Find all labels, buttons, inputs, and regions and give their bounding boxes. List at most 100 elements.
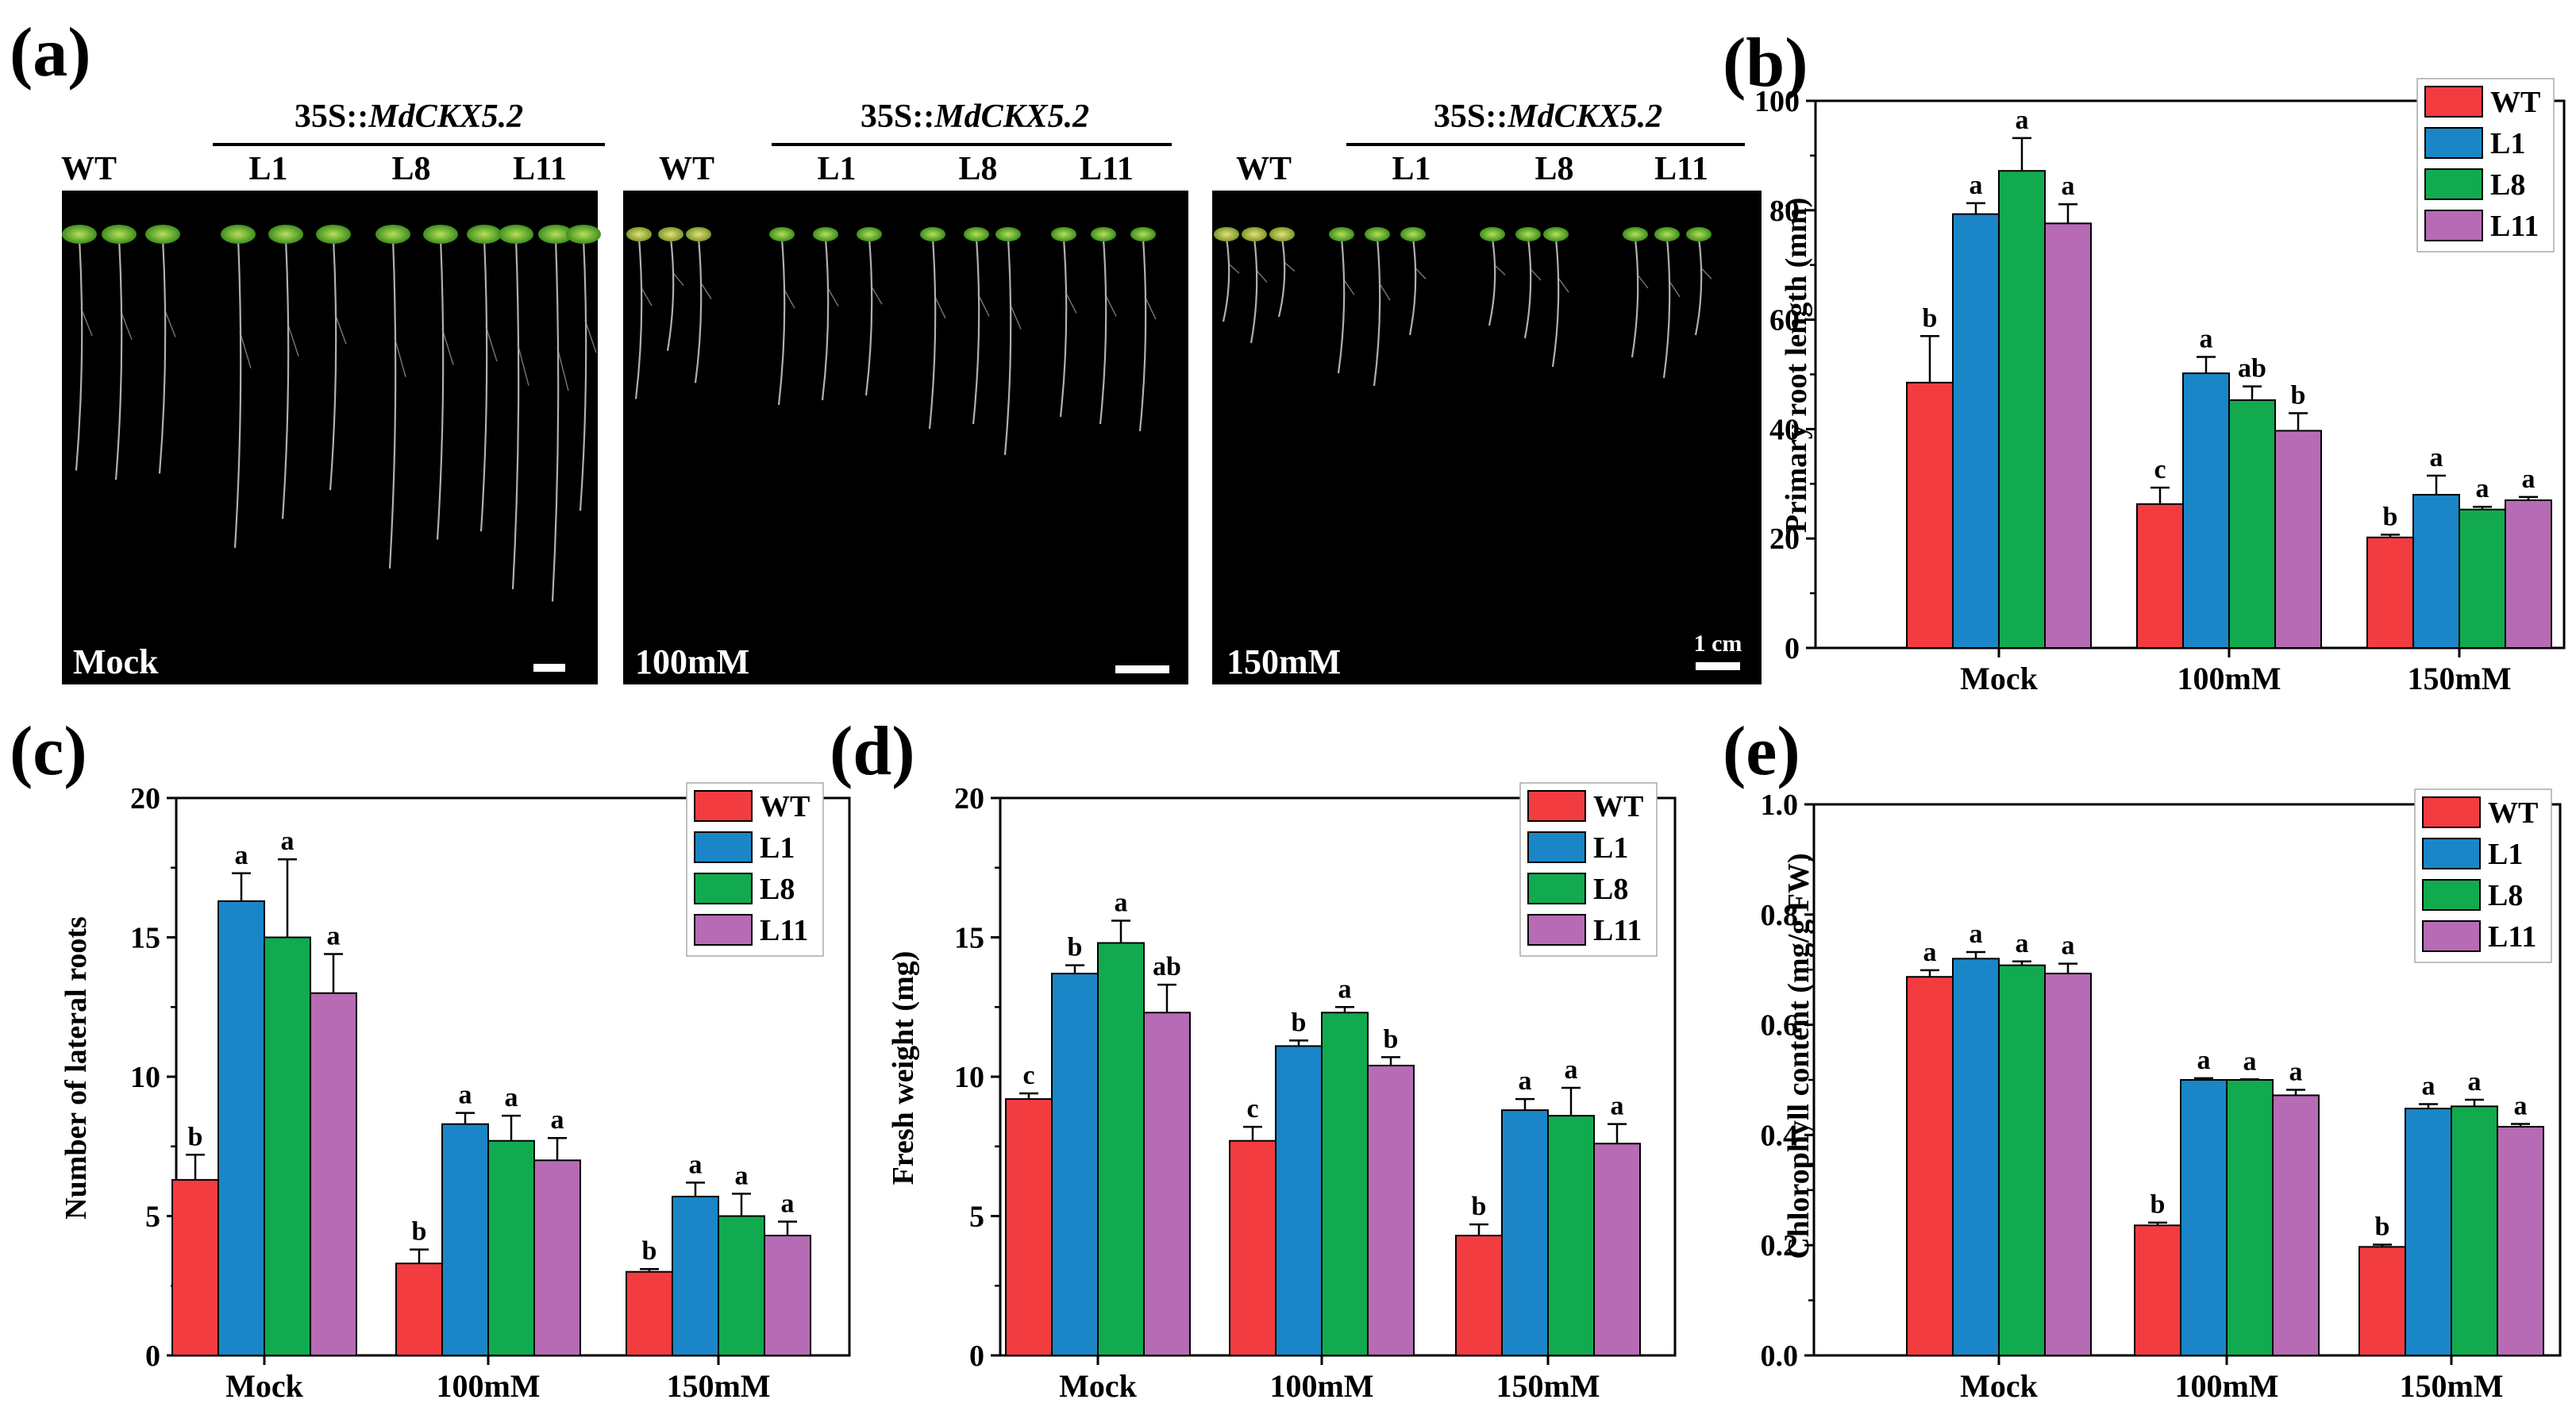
seedling-lateral-root xyxy=(1414,267,1427,280)
bar-l11-mock xyxy=(310,992,357,1356)
legend-label-l8: L8 xyxy=(2488,879,2523,912)
legend: WT L1 L8 L11 xyxy=(2414,788,2552,963)
seedling-lateral-root xyxy=(1009,303,1022,330)
significance-letter: b xyxy=(1384,1024,1399,1054)
significance-letter: a xyxy=(1970,171,1983,200)
legend-label-l11: L11 xyxy=(2488,920,2536,954)
seedling-leaves xyxy=(1365,227,1390,241)
photo-100mm-background xyxy=(623,191,1188,684)
legend-label-wt: WT xyxy=(2490,86,2540,119)
x-category-label: 100mM xyxy=(436,1368,540,1404)
x-category-label: 100mM xyxy=(1269,1368,1373,1404)
significance-letter: a xyxy=(1338,974,1352,1004)
panel-c-label: (c) xyxy=(10,713,87,790)
seedling-lateral-root xyxy=(783,287,795,309)
seedling-leaves xyxy=(1091,227,1116,241)
seedling-root xyxy=(694,237,703,384)
seedling-root xyxy=(479,237,488,532)
seedling-root xyxy=(1099,237,1107,425)
bar-wt-100mm xyxy=(2136,503,2184,650)
significance-letter: a xyxy=(235,841,248,870)
significance-letter: a xyxy=(2422,1072,2435,1101)
seedling-leaves xyxy=(1480,227,1505,241)
photo-100mm-transgene-label: 35S::MdCKX5.2 xyxy=(861,98,1089,135)
x-category-label: 150mM xyxy=(1496,1368,1600,1404)
seedling-lateral-root xyxy=(934,295,946,319)
y-axis-label: Fresh weight (mg) xyxy=(887,951,920,1185)
significance-letter: a xyxy=(735,1161,749,1190)
legend-swatch-l8 xyxy=(2424,168,2483,200)
photo-mock-header-l1: L1 xyxy=(248,151,287,187)
significance-letter: b xyxy=(1068,933,1083,962)
seedling-leaves xyxy=(1515,227,1541,241)
y-tick-label: 20 xyxy=(130,782,160,815)
seedling-lateral-root xyxy=(977,293,990,317)
transgene-gene: MdCKX5.2 xyxy=(1507,98,1662,135)
x-category-label: Mock xyxy=(225,1368,304,1404)
legend-label-l1: L1 xyxy=(2490,127,2525,160)
photo-150mm-condition: 150mM xyxy=(1226,642,1341,681)
seedling-leaves xyxy=(145,225,180,244)
y-tick-label: 20 xyxy=(954,782,984,815)
photo-150mm-header-l11: L11 xyxy=(1654,151,1708,187)
significance-letter: a xyxy=(2062,172,2075,201)
chart-primary-root-length: (b) 0 20 40 60 80 100 Primary root length (mm) M… xyxy=(1723,25,2566,696)
seedling-root xyxy=(1551,237,1560,368)
y-tick-label: 1.0 xyxy=(1761,788,1799,822)
seedling-lateral-root xyxy=(1144,295,1157,320)
legend-swatch-l8 xyxy=(694,873,753,904)
bar-l8-150mm xyxy=(1547,1115,1595,1356)
significance-letter: c xyxy=(1022,1061,1034,1090)
photo-100mm-seedlings xyxy=(626,227,1157,456)
seedling-leaves xyxy=(538,225,573,244)
photo-150mm-header-l8: L8 xyxy=(1534,151,1573,187)
chart-chlorophyll-content: (e) 0.0 0.2 0.4 0.6 0.8 1.0 Chlorophyll content… xyxy=(1723,713,2562,1404)
seedling-root xyxy=(1488,237,1496,326)
legend-swatch-l11 xyxy=(2422,920,2481,952)
significance-letter: a xyxy=(327,922,341,951)
significance-letter: a xyxy=(2016,929,2029,958)
significance-letter: a xyxy=(2016,106,2029,135)
photo-150mm-transgene-label: 35S::MdCKX5.2 xyxy=(1434,98,1662,135)
photo-150mm-scale-text: 1 cm xyxy=(1694,630,1742,657)
bar-l8-150mm xyxy=(2459,508,2506,649)
seedling-lateral-root xyxy=(672,272,684,286)
panel-e-label: (e) xyxy=(1723,713,1800,790)
seedling-lateral-root xyxy=(1700,267,1712,280)
seedling-leaves xyxy=(1686,227,1712,241)
seedling-leaves xyxy=(499,225,533,244)
bar-l11-150mm xyxy=(2497,1125,2544,1356)
legend-label-l1: L1 xyxy=(2488,838,2523,871)
bar-l1-mock xyxy=(218,900,265,1356)
seedling-root xyxy=(511,237,520,590)
bar-l1-100mm xyxy=(2180,1079,2228,1356)
legend-label-l8: L8 xyxy=(2490,168,2525,202)
legend-swatch-l1 xyxy=(1527,831,1586,863)
photo-150mm-seedlings xyxy=(1214,227,1712,387)
bar-l1-mock xyxy=(1051,973,1099,1356)
legend-label-l1: L1 xyxy=(1593,831,1628,865)
photo-150mm-scale-bar xyxy=(1696,662,1740,670)
seedling-leaves xyxy=(995,227,1021,241)
photo-100mm: WT L1 L8 L11 35S::MdCKX5.2 100mM xyxy=(623,98,1188,684)
significance-letter: a xyxy=(2468,1067,2482,1097)
seedling-leaves xyxy=(1269,227,1295,241)
bar-l11-mock xyxy=(2044,222,2092,649)
y-tick-label: 0.4 xyxy=(1761,1119,1799,1152)
seedling-lateral-root xyxy=(394,337,406,377)
seedling-leaves xyxy=(375,225,410,244)
seedling-root xyxy=(1222,237,1230,322)
x-category-label: Mock xyxy=(1059,1368,1138,1404)
photo-150mm: WT L1 L8 L11 35S::MdCKX5.2 150mM 1 cm xyxy=(1212,98,1762,684)
seedling-leaves xyxy=(62,225,97,244)
seedling-leaves xyxy=(1543,227,1569,241)
x-category-label: 150mM xyxy=(2407,661,2511,696)
seedling-lateral-root xyxy=(239,330,252,369)
y-tick-label: 5 xyxy=(145,1201,160,1234)
bar-wt-mock xyxy=(171,1178,219,1356)
significance-letter: a xyxy=(551,1105,564,1135)
bar-wt-100mm xyxy=(2134,1224,2181,1356)
seedling-leaves xyxy=(102,225,137,244)
seedling-leaves xyxy=(1214,227,1239,241)
bar-wt-150mm xyxy=(1455,1235,1503,1356)
